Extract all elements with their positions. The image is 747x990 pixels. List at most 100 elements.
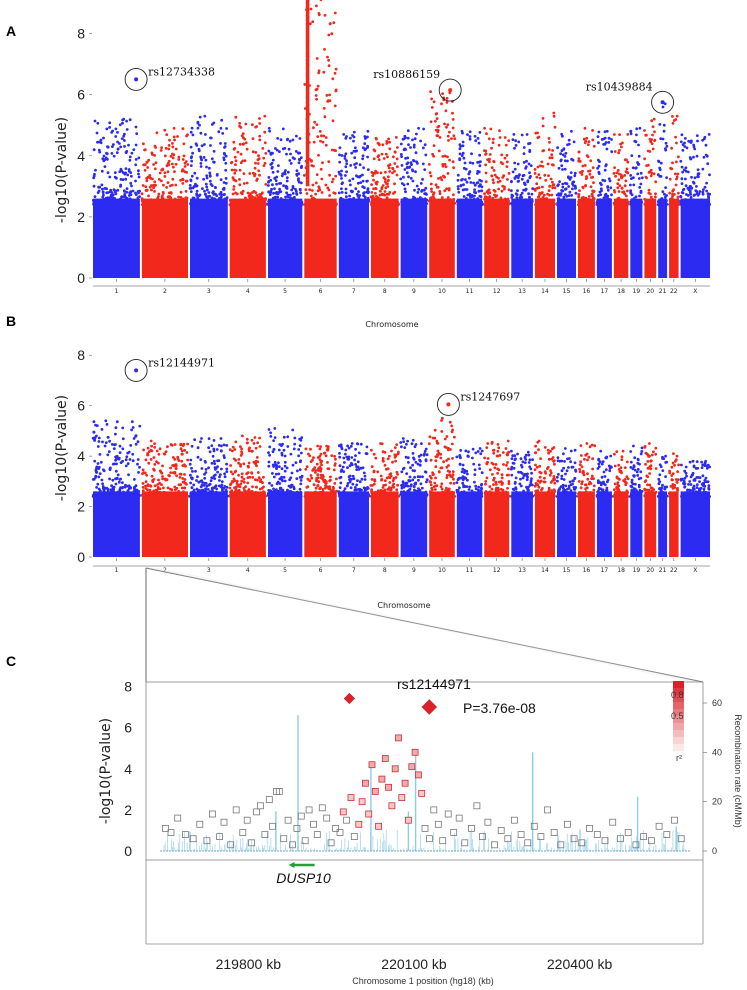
chromosome-6-dense-band: [304, 198, 337, 278]
snp-point: [332, 191, 336, 195]
snp-point: [452, 166, 455, 170]
snp-point: [157, 195, 160, 198]
snp-point: [218, 491, 222, 495]
snp-point: [395, 203, 398, 207]
snp-point: [251, 150, 255, 154]
snp-point: [309, 474, 313, 477]
snp-point: [290, 471, 294, 475]
snp-point: [102, 469, 106, 473]
snp-point: [210, 444, 214, 447]
snp-point: [111, 462, 115, 466]
snp-point: [241, 495, 245, 498]
snp-point: [146, 484, 150, 488]
snp-point: [483, 456, 486, 460]
snp-point: [340, 154, 344, 157]
snp-point: [653, 130, 656, 134]
snp-point: [289, 196, 292, 200]
snp-point: [417, 188, 421, 191]
snp-point: [496, 489, 500, 493]
snp-point: [251, 191, 254, 194]
snp-point: [155, 495, 159, 498]
snp-point: [621, 190, 624, 194]
snp-point: [354, 463, 357, 466]
snp-point: [431, 152, 434, 156]
snp-point: [169, 466, 173, 470]
snp-point: [456, 203, 460, 206]
snp-point: [333, 71, 337, 75]
snp-point: [196, 126, 200, 130]
snp-point: [116, 494, 120, 497]
snp-point: [299, 479, 303, 482]
snp-point: [479, 490, 483, 494]
snp-point: [429, 120, 433, 124]
snp-point: [294, 150, 298, 153]
snp-point: [668, 191, 672, 195]
snp-point: [412, 456, 415, 460]
snp-point: [253, 436, 257, 439]
snp-point: [391, 479, 395, 483]
snp-point: [105, 191, 109, 195]
snp-point: [350, 151, 354, 155]
snp-point: [588, 172, 592, 176]
snp-point: [158, 494, 161, 498]
snp-point: [414, 202, 417, 206]
snp-point: [348, 200, 352, 204]
snp-point: [492, 181, 495, 185]
snp-point: [118, 488, 122, 491]
snp-point: [205, 494, 208, 498]
snp-point: [114, 455, 117, 459]
snp-point: [469, 203, 473, 207]
snp-point: [693, 193, 697, 197]
snp-point: [421, 198, 425, 202]
snp-point: [480, 471, 484, 475]
snp-point: [609, 186, 613, 190]
snp-point: [411, 463, 414, 467]
snp-point: [451, 126, 455, 130]
snp-point: [270, 202, 273, 206]
snp-point: [264, 183, 268, 186]
snp-point: [668, 177, 672, 181]
snp-point: [623, 174, 627, 177]
snp-point: [185, 196, 189, 200]
snp-point: [96, 445, 100, 448]
snp-point: [619, 198, 623, 202]
snp-point: [135, 132, 139, 136]
snp-point: [418, 198, 422, 202]
snp-point: [443, 162, 447, 166]
snp-point: [511, 194, 515, 198]
snp-point: [167, 474, 171, 477]
snp-point: [403, 168, 407, 171]
snp-point: [703, 135, 707, 139]
snp-point: [101, 190, 105, 194]
snp-point: [490, 440, 494, 444]
snp-point: [680, 177, 684, 181]
snp-point: [126, 462, 130, 465]
snp-point: [93, 459, 97, 463]
snp-point: [497, 202, 501, 205]
snp-point: [693, 147, 697, 151]
snp-point: [384, 152, 388, 156]
snp-point: [325, 94, 329, 97]
snp-point: [231, 192, 235, 196]
snp-point: [288, 193, 292, 197]
snp-point: [249, 203, 253, 207]
snp-point: [186, 163, 190, 166]
snp-point: [141, 184, 145, 187]
snp-point: [583, 126, 587, 130]
snp-point: [206, 491, 210, 495]
snp-point: [242, 172, 246, 176]
snp-point: [438, 136, 442, 139]
snp-point: [434, 488, 437, 491]
snp-point: [506, 178, 509, 181]
snp-point: [189, 178, 193, 182]
snp-point: [132, 437, 136, 440]
snp-point: [263, 130, 267, 134]
snp-point: [690, 175, 693, 179]
snp-point: [665, 194, 668, 197]
snp-point: [540, 160, 544, 164]
snp-point: [172, 135, 176, 139]
snp-point: [229, 470, 233, 474]
snp-point: [316, 444, 320, 448]
snp-point: [334, 67, 338, 71]
snp-point: [131, 452, 135, 456]
